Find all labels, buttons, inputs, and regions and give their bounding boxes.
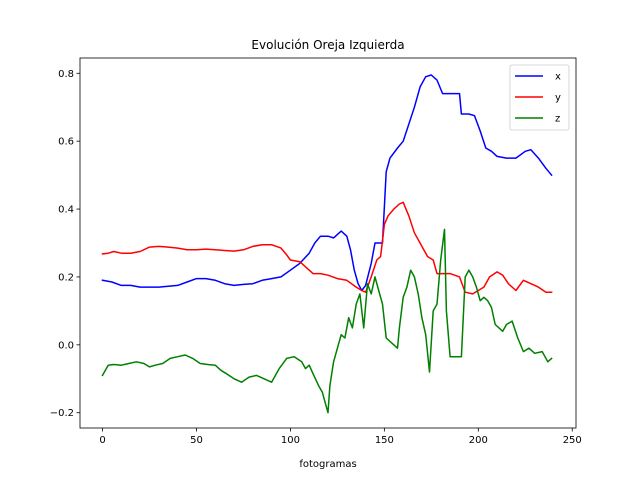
x-tick-label: 100: [281, 435, 300, 446]
series-line-z: [101, 228, 553, 414]
y-tick-label: 0.4: [58, 205, 74, 216]
y-tick-label: 0.2: [58, 272, 74, 283]
legend-label-z: z: [555, 114, 560, 125]
plot-area: [101, 74, 553, 414]
axes-frame: [79, 57, 577, 429]
x-axis-label: fotogramas: [299, 459, 356, 470]
x-tick-label: 0: [99, 435, 105, 446]
y-tick-label: 0.6: [58, 137, 74, 148]
x-tick-label: 200: [469, 435, 488, 446]
legend-label-x: x: [555, 72, 561, 83]
legend: xyz: [509, 64, 570, 131]
y-tick-label: 0.0: [58, 340, 74, 351]
axes: 0 50 100 150 200 250 −0.2 0.0 0.2 0.4 0.6 0.8: [50, 57, 582, 446]
x-tick-label: 150: [375, 435, 394, 446]
series-line-y: [101, 201, 553, 295]
legend-label-y: y: [555, 93, 561, 104]
x-tick-label: 50: [190, 435, 203, 446]
x-tick-label: 250: [563, 435, 582, 446]
chart-title: Evolución Oreja Izquierda: [251, 38, 404, 52]
y-tick-label: −0.2: [50, 408, 74, 419]
y-tick-label: 0.8: [58, 69, 74, 80]
